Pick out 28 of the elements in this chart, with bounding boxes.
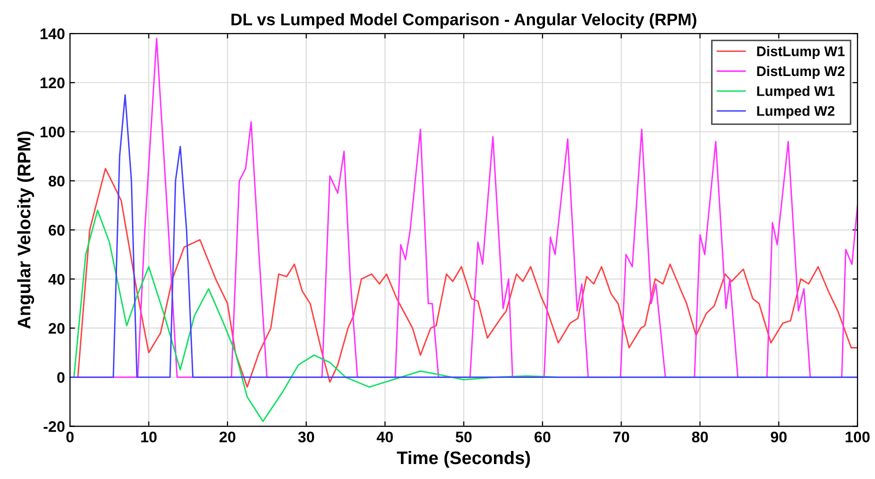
y-tick-label: 80	[48, 176, 65, 187]
y-tick-label: 120	[40, 77, 65, 88]
x-tick-label: 90	[770, 432, 787, 442]
y-tick-label: 100	[40, 126, 65, 138]
x-tick-label: 100	[846, 432, 870, 442]
x-axis-title: Time (Seconds)	[396, 450, 530, 468]
y-axis-title: Angular Velocity (RPM)	[17, 131, 34, 329]
x-tick-label: 40	[376, 432, 393, 442]
x-tick-label: 0	[66, 432, 74, 442]
x-tick-label: 60	[534, 432, 550, 442]
x-tick-label: 20	[220, 432, 236, 442]
x-tick-label: 10	[141, 432, 157, 442]
x-tick-label: 80	[692, 432, 708, 442]
line-series	[77, 168, 858, 388]
y-tick-label: 60	[48, 224, 65, 236]
legend-label: DistLump W2	[757, 66, 844, 79]
legend-label: Lumped W2	[757, 106, 834, 119]
y-tick-label: 20	[48, 322, 65, 334]
y-tick-label: 0	[57, 372, 65, 383]
legend-label: DistLump W1	[757, 46, 845, 59]
legend-label: Lumped W1	[757, 86, 835, 99]
chart-title: DL vs Lumped Model Comparison - Angular Velocity (RPM)	[232, 13, 696, 29]
x-tick-label: 30	[298, 432, 314, 442]
y-tick-label: 40	[48, 274, 65, 285]
x-tick-label: 50	[456, 432, 472, 442]
y-tick-label: -20	[44, 421, 65, 432]
x-tick-label: 70	[613, 432, 630, 442]
y-tick-label: 140	[40, 28, 65, 40]
